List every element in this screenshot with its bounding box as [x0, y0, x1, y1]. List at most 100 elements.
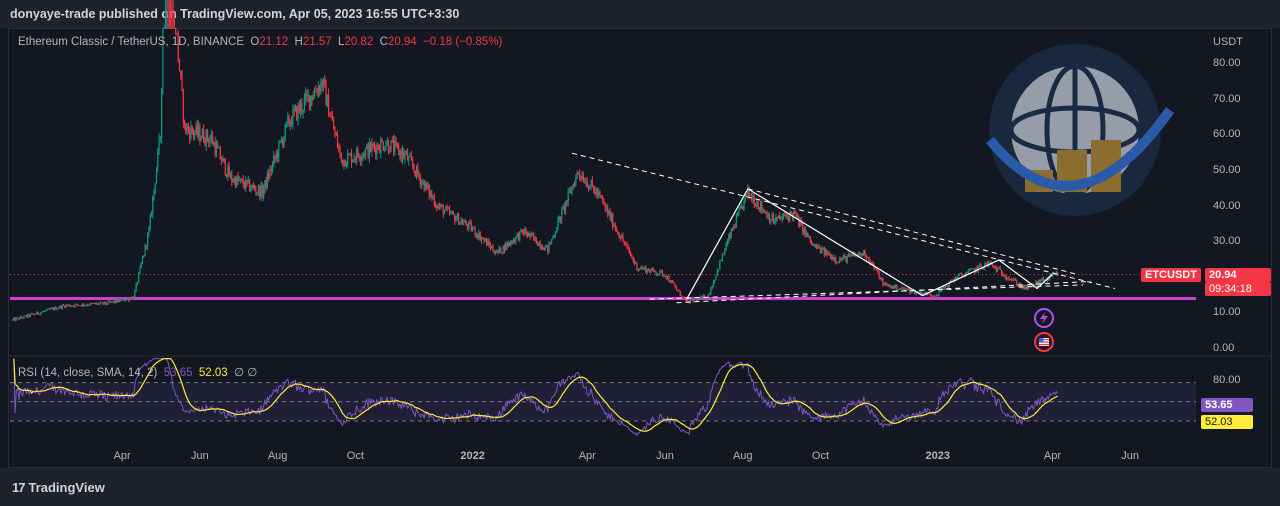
tradingview-logo[interactable]: 17 TradingView — [12, 480, 105, 495]
candle-body — [552, 236, 554, 239]
candle-body — [483, 238, 485, 241]
candle-body — [804, 227, 806, 235]
candle-body — [751, 195, 753, 200]
candle-body — [680, 295, 683, 298]
candle-body — [90, 303, 93, 304]
candle-body — [201, 129, 204, 139]
candle-body — [989, 262, 991, 264]
candle-body — [366, 144, 368, 149]
candle-body — [859, 252, 861, 256]
candle-body — [598, 191, 600, 196]
candle-body — [626, 244, 628, 246]
candle-body — [949, 280, 952, 282]
candle-body — [827, 253, 829, 256]
candle-body — [158, 138, 160, 151]
candle-body — [888, 284, 890, 288]
candle-body — [247, 179, 249, 183]
candle-body — [898, 288, 901, 290]
candle-body — [413, 166, 415, 171]
candle-body — [48, 308, 51, 310]
candle-body — [108, 301, 110, 303]
candle-body — [985, 262, 987, 264]
symbol-label[interactable]: Ethereum Classic / TetherUS, 1D, BINANCE — [18, 36, 245, 48]
rsi-sma-tag: 52.03 — [1201, 415, 1253, 429]
candle-body — [716, 269, 718, 276]
candle-body — [670, 280, 672, 283]
candle-body — [492, 246, 494, 251]
candle-body — [423, 180, 425, 191]
candle-body — [711, 286, 713, 289]
candle-body — [256, 192, 258, 194]
candle-body — [682, 296, 684, 298]
candle-body — [860, 253, 862, 256]
candle-body — [774, 221, 776, 223]
candle-body — [129, 298, 131, 301]
candle-body — [298, 105, 300, 112]
candle-body — [64, 305, 66, 308]
trendline — [676, 280, 1091, 304]
candle-body — [208, 139, 210, 143]
candle-body — [865, 255, 867, 258]
candle-body — [794, 211, 796, 213]
candle-body — [891, 285, 893, 289]
candle-body — [540, 247, 543, 248]
candle-body — [522, 231, 525, 234]
candle-body — [813, 244, 815, 247]
candle-body — [665, 276, 667, 279]
candle-body — [234, 178, 237, 187]
candle-body — [432, 197, 434, 199]
candle-body — [887, 284, 889, 286]
lightning-icon[interactable] — [1034, 308, 1054, 328]
candle-body — [292, 109, 294, 126]
candle-body — [238, 180, 240, 182]
candle-body — [408, 156, 410, 161]
candle-body — [719, 261, 721, 270]
candle-body — [181, 75, 183, 91]
candle-body — [196, 124, 198, 135]
candle-body — [424, 182, 427, 191]
candle-body — [415, 166, 418, 177]
candle-body — [52, 308, 54, 310]
candle-body — [710, 288, 712, 295]
time-tick: 2023 — [925, 450, 950, 462]
candle-body — [642, 267, 644, 270]
candle-body — [814, 245, 816, 247]
candle-body — [743, 199, 745, 209]
candle-body — [78, 304, 80, 306]
candle-body — [831, 256, 833, 260]
candle-body — [254, 186, 256, 190]
candle-body — [582, 175, 585, 183]
low-label: L — [338, 36, 345, 48]
candle-body — [133, 297, 135, 299]
candle-body — [43, 311, 46, 312]
us-flag-icon[interactable] — [1034, 332, 1054, 352]
candle-body — [647, 268, 650, 271]
candle-body — [878, 272, 880, 279]
candle-body — [781, 217, 783, 219]
candle-body — [376, 144, 378, 155]
candle-body — [112, 301, 114, 303]
candle-body — [310, 95, 312, 107]
candle-body — [443, 210, 446, 215]
price-tick: 40.00 — [1213, 199, 1241, 212]
candle-body — [101, 302, 103, 303]
candle-body — [23, 315, 25, 319]
candle-body — [884, 283, 887, 285]
candle-body — [1025, 285, 1027, 290]
rsi-label[interactable]: RSI (14, close, SMA, 14, 2) — [18, 367, 158, 379]
candle-body — [68, 304, 70, 306]
candle-body — [311, 95, 313, 100]
candle-body — [313, 90, 316, 98]
candle-body — [947, 286, 949, 288]
candle-body — [456, 214, 458, 220]
candle-body — [161, 88, 163, 138]
candle-body — [849, 254, 851, 256]
candle-body — [725, 244, 727, 251]
candle-body — [71, 305, 74, 307]
close-label: C — [379, 36, 388, 48]
candle-body — [28, 314, 30, 317]
candle-body — [997, 267, 999, 272]
candle-body — [553, 235, 555, 237]
candle-body — [873, 264, 875, 269]
